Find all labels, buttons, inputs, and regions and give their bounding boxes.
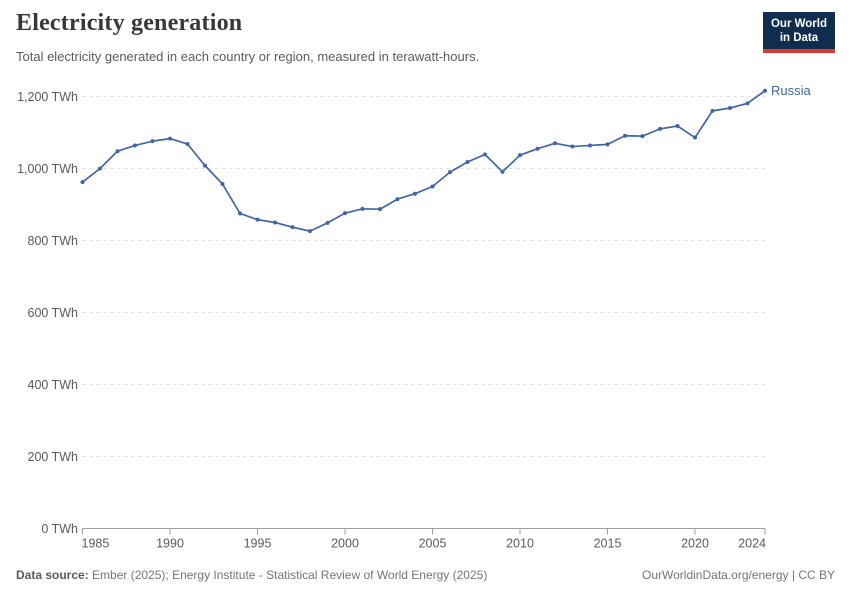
data-point[interactable]: [395, 197, 400, 202]
data-point[interactable]: [658, 126, 662, 131]
chart-title: Electricity generation: [16, 10, 243, 36]
owid-logo-line1: Our World: [770, 18, 827, 30]
y-axis-tick-label: 1,000 TWh: [17, 162, 78, 176]
data-point[interactable]: [763, 88, 767, 93]
data-source-text: Ember (2025); Energy Institute - Statist…: [88, 568, 488, 582]
data-point[interactable]: [343, 211, 347, 216]
data-point[interactable]: [483, 152, 487, 157]
data-point[interactable]: [115, 149, 120, 154]
owid-logo-line2: in Data: [779, 31, 819, 44]
data-source-note: Data source: Ember (2025); Energy Instit…: [16, 568, 487, 582]
series-end-label: Russia: [771, 83, 812, 98]
data-point[interactable]: [728, 106, 732, 111]
data-point[interactable]: [693, 135, 697, 140]
x-axis-tick-label: 2000: [331, 537, 359, 551]
data-point[interactable]: [710, 108, 715, 113]
chart-footer: Data source: Ember (2025); Energy Instit…: [16, 568, 835, 582]
data-point[interactable]: [588, 143, 592, 148]
data-point[interactable]: [133, 143, 137, 148]
data-point[interactable]: [203, 163, 207, 168]
x-axis-tick-label: 2015: [594, 537, 622, 551]
x-axis-tick-label: 2010: [506, 537, 534, 551]
data-point[interactable]: [185, 142, 190, 147]
data-point[interactable]: [150, 139, 155, 144]
x-axis-tick-label: 2020: [681, 537, 709, 551]
y-axis-tick-label: 400 TWh: [28, 378, 79, 392]
data-point[interactable]: [378, 207, 382, 212]
data-point[interactable]: [745, 101, 750, 106]
data-point[interactable]: [500, 169, 505, 174]
y-axis-tick-label: 800 TWh: [28, 234, 79, 248]
x-axis-tick-label: 1990: [156, 537, 184, 551]
data-point[interactable]: [273, 220, 277, 225]
data-point[interactable]: [255, 217, 260, 222]
x-axis-tick-label: 1985: [82, 537, 110, 551]
data-point[interactable]: [605, 142, 610, 147]
data-point[interactable]: [98, 166, 102, 171]
data-point[interactable]: [675, 124, 680, 129]
data-point[interactable]: [535, 146, 540, 151]
data-point[interactable]: [360, 206, 365, 211]
data-point[interactable]: [570, 144, 575, 149]
data-point[interactable]: [448, 170, 452, 175]
data-point[interactable]: [518, 153, 522, 158]
chart-subtitle: Total electricity generated in each coun…: [16, 49, 480, 64]
y-axis-tick-label: 1,200 TWh: [17, 90, 78, 104]
owid-logo[interactable]: Our World in Data: [762, 12, 835, 53]
x-axis-tick-label: 2005: [419, 537, 447, 551]
data-point[interactable]: [168, 136, 172, 141]
data-line-russia[interactable]: [81, 89, 766, 232]
data-point[interactable]: [80, 180, 85, 185]
y-axis-tick-label: 600 TWh: [28, 306, 79, 320]
x-axis-tick-label: 1995: [244, 537, 272, 551]
data-point[interactable]: [413, 191, 417, 196]
data-point[interactable]: [325, 220, 330, 225]
y-axis-tick-label: 200 TWh: [28, 450, 79, 464]
data-point[interactable]: [220, 181, 225, 186]
data-point[interactable]: [623, 133, 627, 138]
x-axis-tick-label: 2024: [738, 537, 766, 551]
data-point[interactable]: [308, 229, 312, 234]
y-axis-tick-label: 0 TWh: [41, 522, 78, 536]
data-source-label: Data source:: [16, 568, 89, 582]
data-point[interactable]: [553, 141, 557, 146]
data-point[interactable]: [465, 160, 470, 165]
data-point[interactable]: [238, 211, 242, 216]
license-link[interactable]: OurWorldinData.org/energy | CC BY: [642, 568, 835, 582]
data-point[interactable]: [430, 184, 435, 189]
data-point[interactable]: [640, 134, 645, 139]
data-point[interactable]: [290, 225, 295, 230]
